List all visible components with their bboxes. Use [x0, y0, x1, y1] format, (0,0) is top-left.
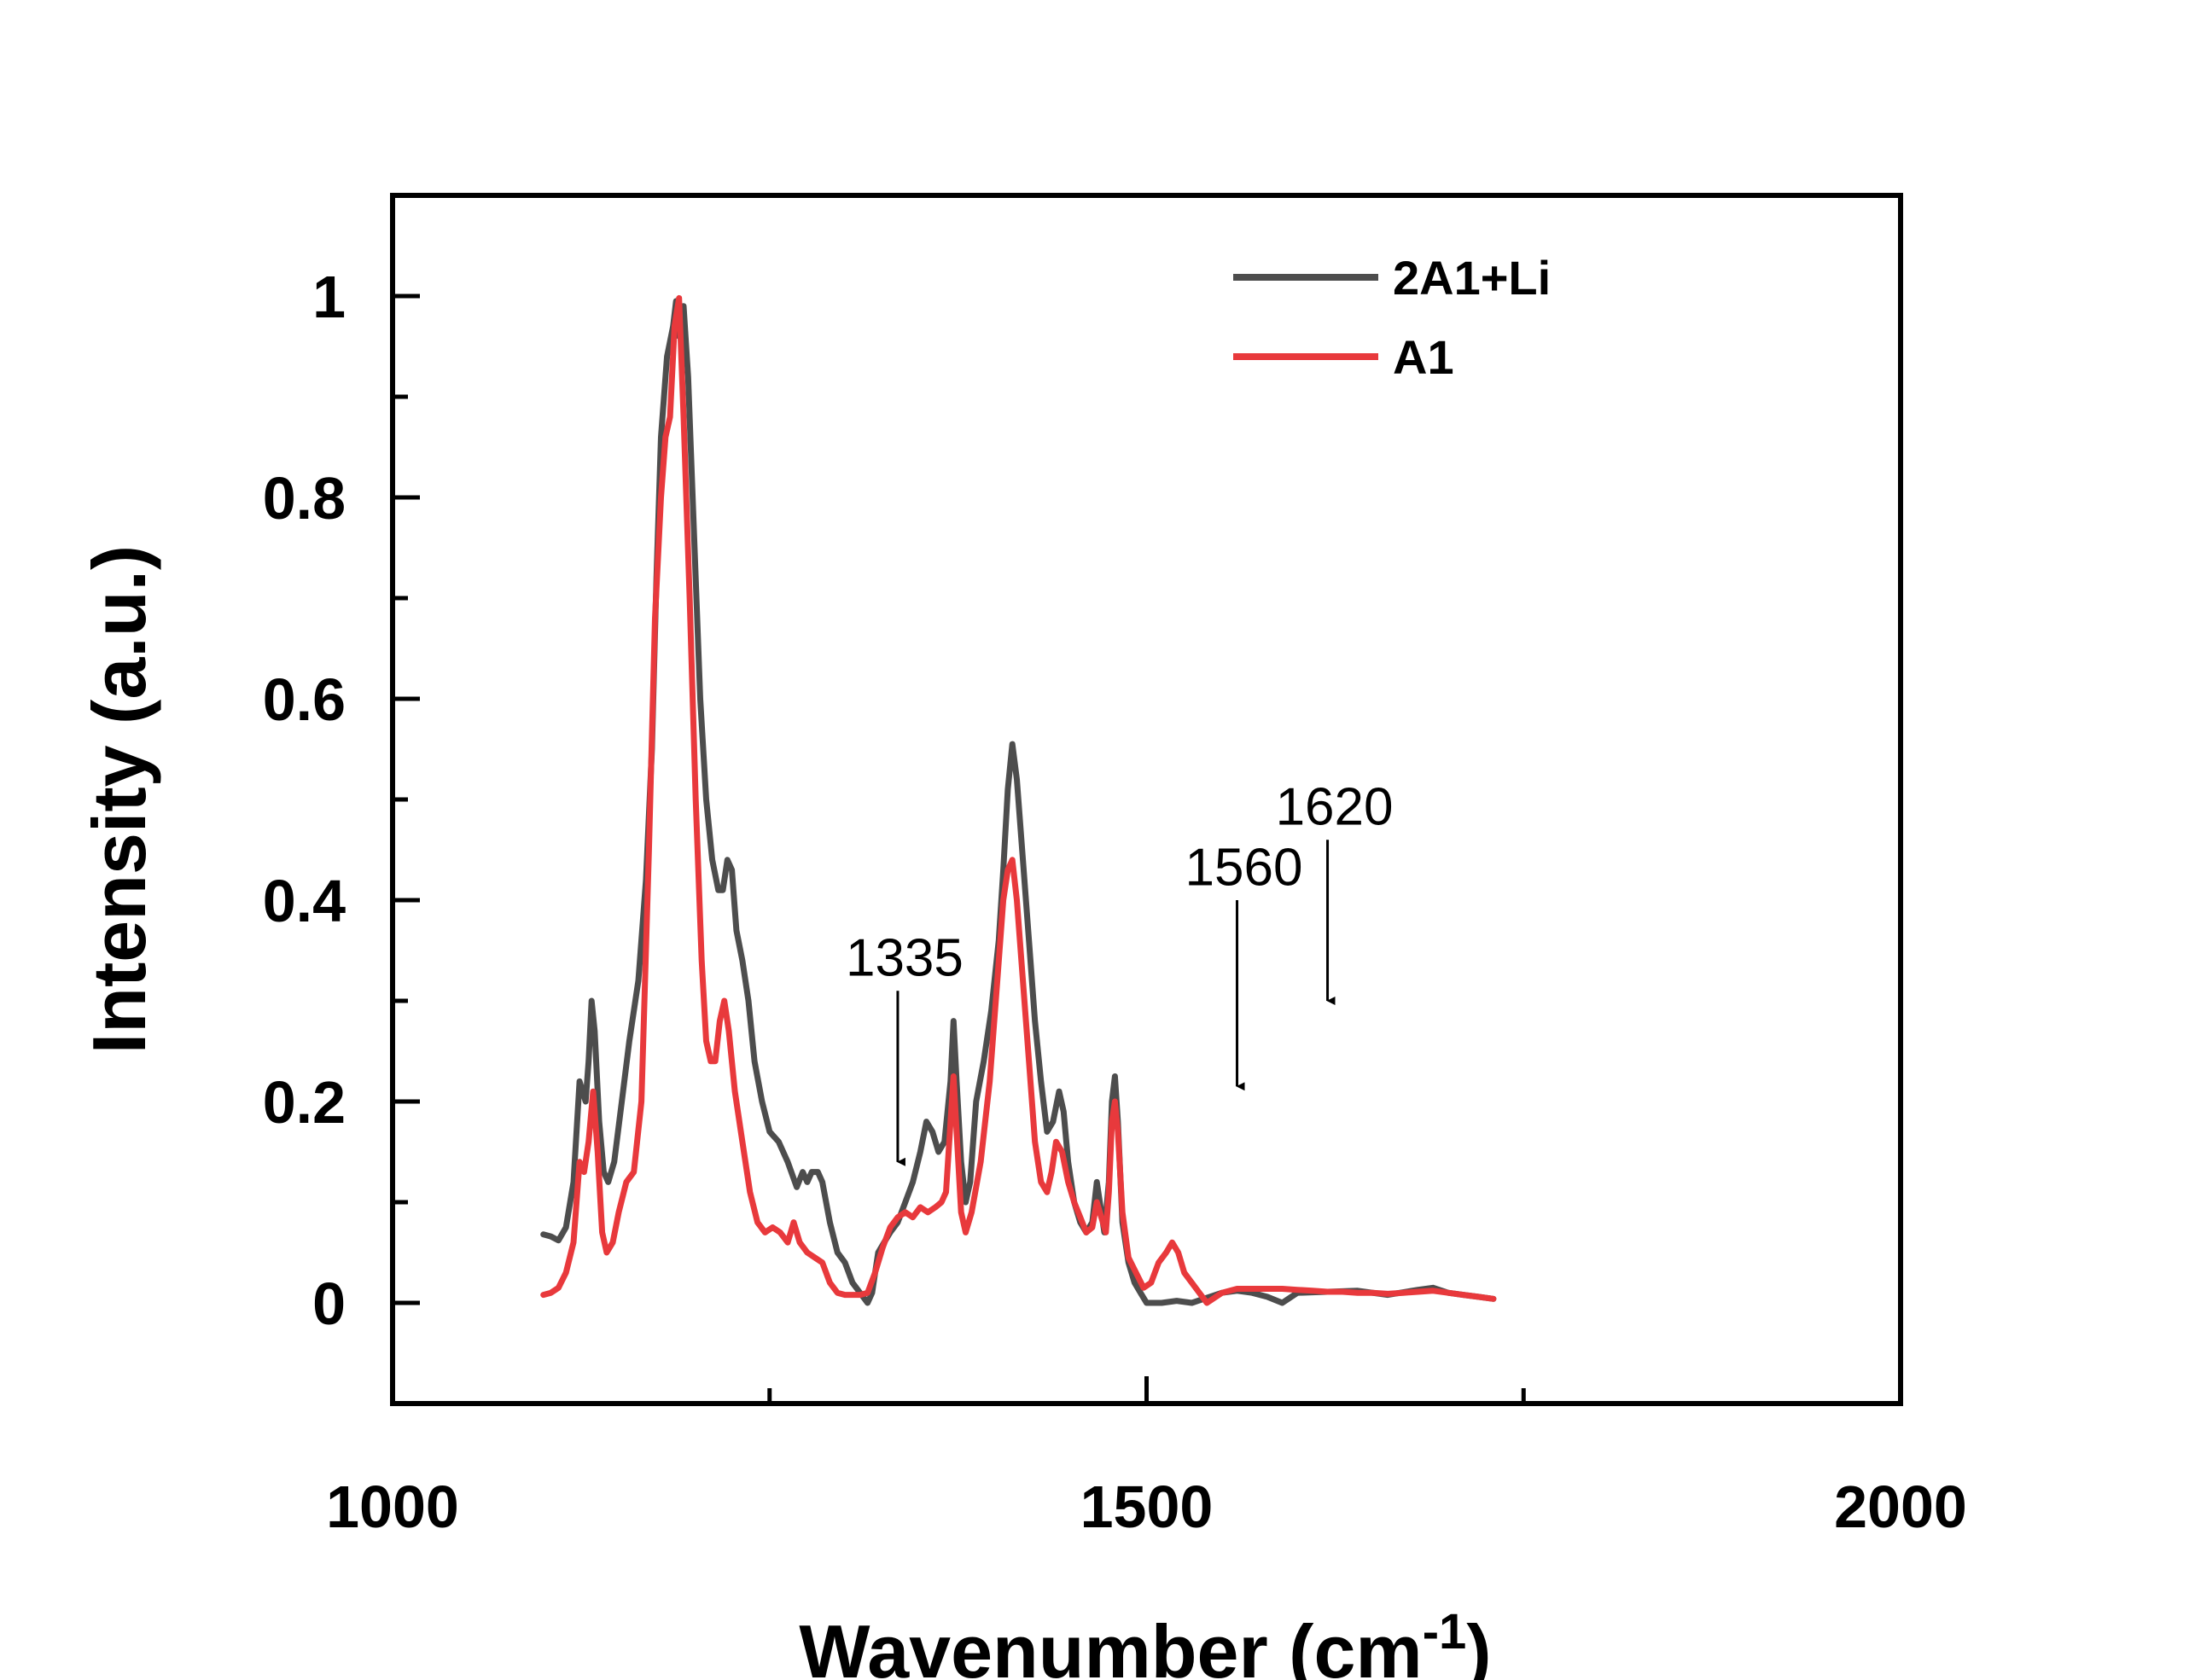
y-tick-label: 0.8 — [263, 465, 346, 532]
x-tick-label: 2000 — [1834, 1474, 1967, 1540]
legend: 2A1+Li A1 — [1233, 251, 1551, 384]
annotation-label-1335: 1335 — [846, 929, 964, 988]
y-tick-label: 1 — [312, 264, 346, 330]
x-axis-title: Wavenumber (cm-1) — [799, 1604, 1491, 1680]
x-tick-label: 1500 — [1080, 1474, 1214, 1540]
x-tick-label: 1000 — [326, 1474, 459, 1540]
legend-label-2a1-li: 2A1+Li — [1393, 251, 1551, 305]
y-tick-label: 0 — [312, 1270, 346, 1337]
annotation-label-1620: 1620 — [1276, 778, 1394, 837]
annotation-label-1560: 1560 — [1185, 838, 1303, 897]
y-tick-label: 0.6 — [263, 666, 346, 733]
y-tick-label: 0.4 — [263, 868, 346, 934]
series-line-2a1-li — [540, 298, 1497, 1306]
legend-label-a1: A1 — [1393, 330, 1454, 384]
y-axis-title: Intensity (a.u.) — [77, 545, 161, 1055]
series-layer — [540, 294, 1497, 1306]
y-tick-label: 0.2 — [263, 1069, 346, 1136]
series-line-a1 — [540, 294, 1497, 1306]
tick-layer: 0 0.2 0.4 0.6 0.8 1 1000 1500 2000 — [263, 264, 1967, 1540]
